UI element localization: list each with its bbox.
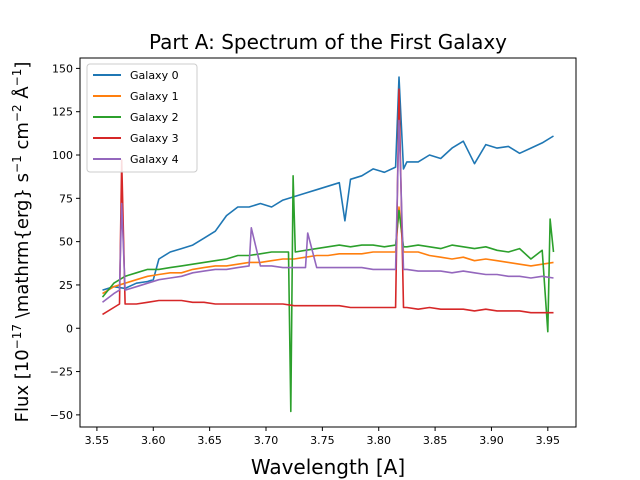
- y-label-cm: cm: [12, 122, 33, 155]
- y-axis-ticks: −50 −25 0 25 50 75 100 125 150: [50, 62, 80, 422]
- y-label-exp-a: −1: [10, 69, 24, 87]
- series-lines: [101, 76, 555, 413]
- y-label-prefix: Flux [10: [12, 349, 33, 422]
- series-line-0: [102, 76, 554, 291]
- axes-frame: [79, 57, 577, 428]
- x-tick-label: 3.80: [366, 434, 391, 447]
- y-label-exp-s: −1: [10, 155, 24, 173]
- plot-area: [79, 57, 577, 428]
- series-line-1: [102, 206, 554, 295]
- x-tick-label: 3.55: [85, 434, 110, 447]
- y-tick-label: 50: [59, 236, 73, 249]
- series-line-4: [102, 119, 554, 303]
- legend-label-1: Galaxy 1: [130, 90, 179, 103]
- y-tick-label: 125: [52, 106, 73, 119]
- legend-label-3: Galaxy 3: [130, 132, 179, 145]
- x-axis-label: Wavelength [A]: [251, 455, 405, 479]
- chart-title: Part A: Spectrum of the First Galaxy: [149, 30, 507, 54]
- y-tick-label: −25: [50, 366, 73, 379]
- x-tick-label: 3.95: [536, 434, 561, 447]
- y-label-end: ]: [12, 62, 33, 69]
- x-tick-label: 3.75: [310, 434, 335, 447]
- series-line-3: [102, 88, 554, 316]
- x-axis-ticks: 3.55 3.60 3.65 3.70 3.75 3.80 3.85 3.90 3.95: [85, 427, 560, 447]
- series-line-2: [101, 175, 555, 413]
- legend: Galaxy 0 Galaxy 1 Galaxy 2 Galaxy 3 Galaxy 4: [86, 63, 198, 173]
- legend-entries: Galaxy 0 Galaxy 1 Galaxy 2 Galaxy 3 Galaxy 4: [93, 69, 179, 166]
- x-tick-label: 3.90: [479, 434, 504, 447]
- y-label-exp-cm: −2: [10, 104, 24, 122]
- y-tick-label: 75: [59, 192, 73, 205]
- x-tick-label: 3.70: [254, 434, 279, 447]
- x-tick-label: 3.85: [423, 434, 448, 447]
- y-tick-label: 100: [52, 149, 73, 162]
- y-label-middle: \mathrm{erg} s: [12, 173, 33, 324]
- legend-label-4: Galaxy 4: [130, 153, 179, 166]
- legend-box: [86, 63, 198, 173]
- y-tick-label: 25: [59, 279, 73, 292]
- legend-label-2: Galaxy 2: [130, 111, 179, 124]
- y-tick-label: 0: [66, 322, 73, 335]
- x-tick-label: 3.65: [197, 434, 222, 447]
- y-label-a: Å: [11, 86, 33, 105]
- y-tick-label: 150: [52, 62, 73, 75]
- y-axis-label: Flux [10−17 \mathrm{erg} s−1 cm−2 Å−1]: [10, 62, 33, 423]
- y-label-exponent: −17: [10, 324, 24, 349]
- legend-label-0: Galaxy 0: [130, 69, 179, 82]
- y-tick-label: −50: [50, 409, 73, 422]
- x-tick-label: 3.60: [141, 434, 166, 447]
